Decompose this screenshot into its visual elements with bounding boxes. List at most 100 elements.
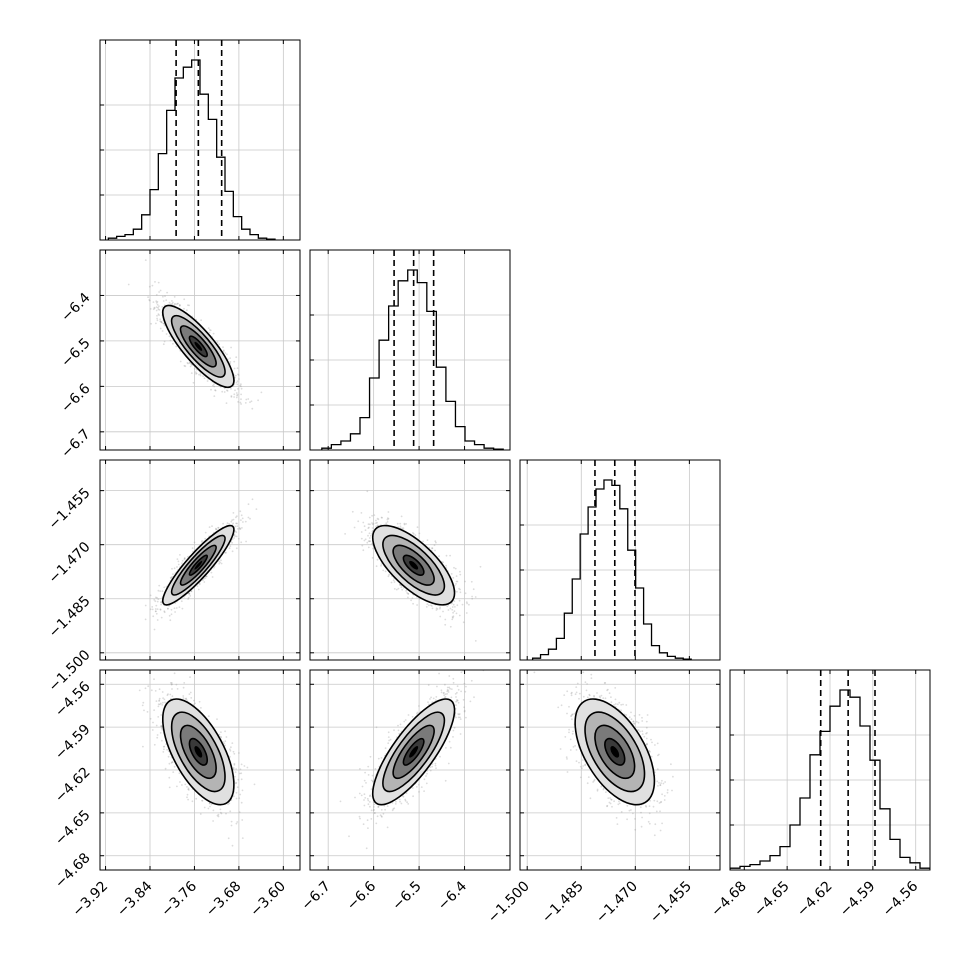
sample-point — [360, 512, 363, 514]
sample-point — [233, 537, 236, 539]
sample-point — [187, 598, 190, 600]
sample-point — [167, 607, 169, 610]
sample-point — [236, 522, 239, 525]
sample-point — [240, 514, 243, 517]
sample-point — [176, 558, 179, 560]
histogram — [321, 269, 504, 450]
sample-point — [211, 525, 213, 527]
panel-1-0 — [99, 249, 301, 451]
sample-point — [176, 566, 178, 568]
sample-point — [451, 608, 454, 611]
sample-point — [454, 567, 457, 570]
sample-point — [402, 587, 405, 589]
sample-point — [183, 557, 186, 559]
sample-point — [388, 573, 390, 576]
sample-point — [416, 604, 418, 606]
sample-point — [387, 517, 390, 520]
sample-point — [218, 343, 221, 345]
sample-point — [236, 393, 239, 396]
sample-point — [159, 608, 162, 611]
sample-point — [215, 528, 217, 531]
histogram — [107, 59, 276, 240]
sample-point — [170, 577, 173, 580]
sample-point — [155, 610, 157, 613]
sample-point — [222, 522, 225, 525]
sample-point — [236, 525, 239, 527]
sample-point — [414, 534, 417, 536]
sample-point — [371, 527, 374, 529]
sample-point — [451, 616, 454, 618]
sample-point — [372, 547, 374, 550]
sample-point — [401, 588, 404, 591]
sample-point — [203, 581, 206, 583]
sample-point — [233, 360, 236, 363]
sample-point — [155, 322, 157, 325]
sample-point — [368, 537, 371, 539]
sample-point — [235, 522, 238, 525]
sample-point — [226, 353, 228, 356]
sample-point — [158, 291, 161, 293]
sample-point — [375, 519, 377, 522]
sample-point — [471, 595, 473, 598]
sample-point — [452, 616, 454, 619]
sample-point — [222, 349, 225, 352]
sample-point — [235, 392, 238, 394]
sample-point — [418, 532, 421, 535]
sample-point — [162, 343, 165, 346]
sample-point — [445, 564, 447, 567]
sample-point — [363, 525, 366, 528]
sample-point — [193, 367, 196, 370]
sample-point — [368, 516, 371, 519]
sample-point — [240, 387, 243, 390]
sample-point — [244, 402, 247, 404]
sample-point — [446, 605, 449, 608]
sample-point — [166, 291, 169, 294]
sample-point — [154, 281, 156, 283]
sample-point — [260, 391, 263, 394]
sample-point — [470, 580, 473, 583]
sample-point — [147, 296, 150, 298]
sample-point — [202, 375, 205, 377]
sample-point — [235, 547, 238, 550]
contour-0 — [188, 335, 209, 358]
sample-point — [434, 540, 437, 543]
contour-3 — [161, 524, 235, 606]
sample-point — [367, 523, 370, 526]
sample-point — [160, 601, 162, 604]
sample-point — [172, 573, 174, 575]
sample-point — [241, 517, 244, 520]
sample-point — [157, 306, 159, 309]
sample-point — [208, 526, 211, 528]
sample-point — [186, 555, 189, 558]
sample-point — [157, 308, 160, 311]
sample-point — [229, 361, 232, 363]
sample-point — [459, 588, 461, 591]
sample-point — [399, 583, 401, 586]
sample-point — [376, 558, 379, 561]
sample-point — [452, 615, 455, 618]
sample-point — [159, 289, 162, 292]
sample-point — [159, 327, 162, 330]
histogram — [531, 479, 692, 660]
sample-point — [344, 533, 346, 535]
sample-point — [367, 527, 370, 529]
sample-point — [159, 608, 162, 611]
sample-point — [399, 584, 402, 586]
sample-point — [382, 569, 385, 572]
sample-point — [464, 580, 466, 583]
sample-point — [155, 300, 158, 302]
sample-point — [158, 584, 161, 587]
sample-point — [215, 528, 218, 531]
sample-point — [390, 581, 393, 584]
sample-point — [235, 535, 238, 538]
sample-point — [386, 518, 389, 521]
sample-point — [225, 402, 228, 404]
sample-point — [236, 367, 239, 370]
sample-point — [435, 541, 437, 544]
sample-point — [214, 389, 217, 391]
sample-point — [426, 539, 429, 541]
sample-point — [144, 604, 147, 607]
sample-point — [375, 565, 378, 568]
sample-point — [201, 579, 204, 582]
sample-point — [187, 596, 190, 599]
